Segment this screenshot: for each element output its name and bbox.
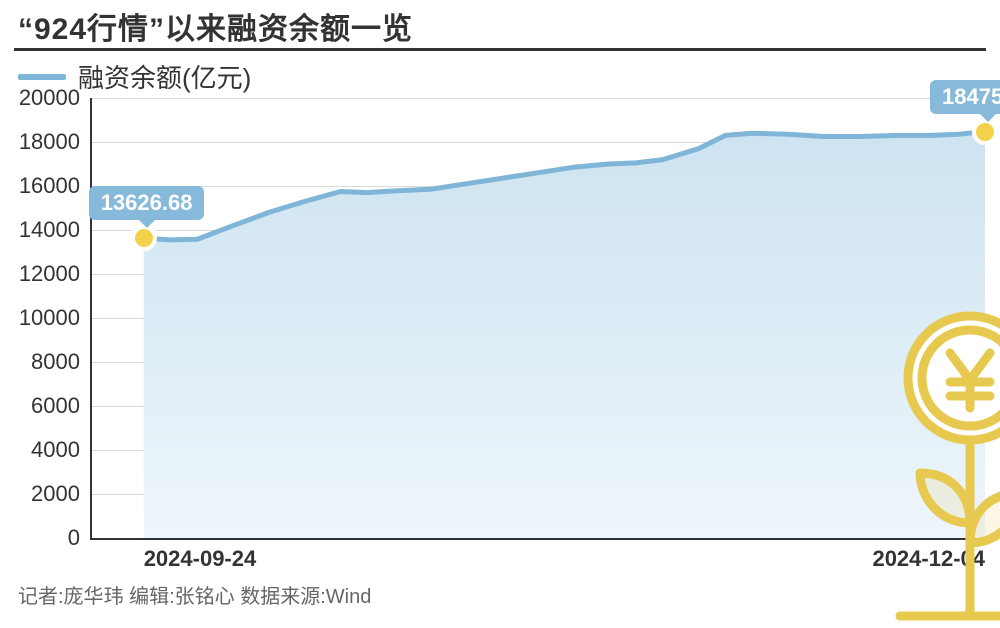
chart-root: “924行情”以来融资余额一览 融资余额(亿元) 020004000600080… (0, 0, 1000, 615)
area-fill (144, 132, 985, 538)
chart-title: “924行情”以来融资余额一览 (18, 4, 413, 48)
legend-label: 融资余额(亿元) (78, 58, 251, 95)
credits-text: 记者:庞华玮 编辑:张铭心 数据来源:Wind (18, 580, 371, 609)
y-tick-label: 20000 (19, 85, 90, 111)
y-tick-label: 16000 (19, 173, 90, 199)
legend-swatch (18, 74, 66, 80)
title-divider (14, 48, 986, 51)
y-tick-label: 12000 (19, 261, 90, 287)
y-tick-label: 6000 (31, 393, 90, 419)
y-tick-label: 2000 (31, 481, 90, 507)
yen-flower-icon (880, 308, 1000, 628)
y-tick-label: 0 (68, 525, 90, 551)
y-tick-label: 10000 (19, 305, 90, 331)
y-tick-label: 4000 (31, 437, 90, 463)
x-tick-label: 2024-09-24 (144, 538, 257, 572)
data-point-marker (972, 119, 998, 145)
value-callout: 13626.68 (89, 186, 205, 220)
series-svg (90, 98, 985, 538)
data-point-marker (131, 225, 157, 251)
plot-area: 0200040006000800010000120001400016000180… (90, 98, 985, 538)
y-tick-label: 18000 (19, 129, 90, 155)
value-callout: 18475.88 (930, 80, 1000, 114)
y-tick-label: 8000 (31, 349, 90, 375)
y-tick-label: 14000 (19, 217, 90, 243)
